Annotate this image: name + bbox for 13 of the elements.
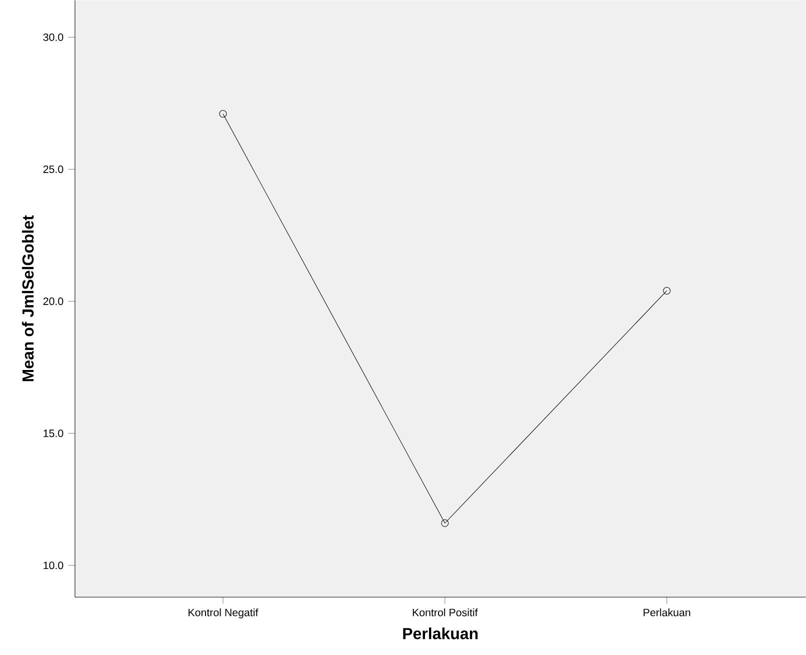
- y-tick-label: 20.0: [43, 298, 64, 306]
- y-tick-label: 15.0: [44, 430, 64, 438]
- y-axis-title: Mean of JmlSelGoblet: [22, 215, 34, 382]
- y-tick-label: 30.0: [43, 33, 64, 41]
- x-tick-label: Perlakuan: [644, 608, 690, 616]
- y-tick-label: 10.0: [44, 562, 64, 570]
- x-tick-label: Kontrol Negatif: [188, 608, 258, 618]
- y-tick-label: 25.0: [43, 165, 64, 174]
- point: [219, 110, 227, 118]
- x-axis-title: Perlakuan: [403, 628, 478, 640]
- point: [441, 519, 449, 527]
- point: [663, 286, 671, 294]
- x-tick-label: Kontrol Positif: [412, 608, 478, 616]
